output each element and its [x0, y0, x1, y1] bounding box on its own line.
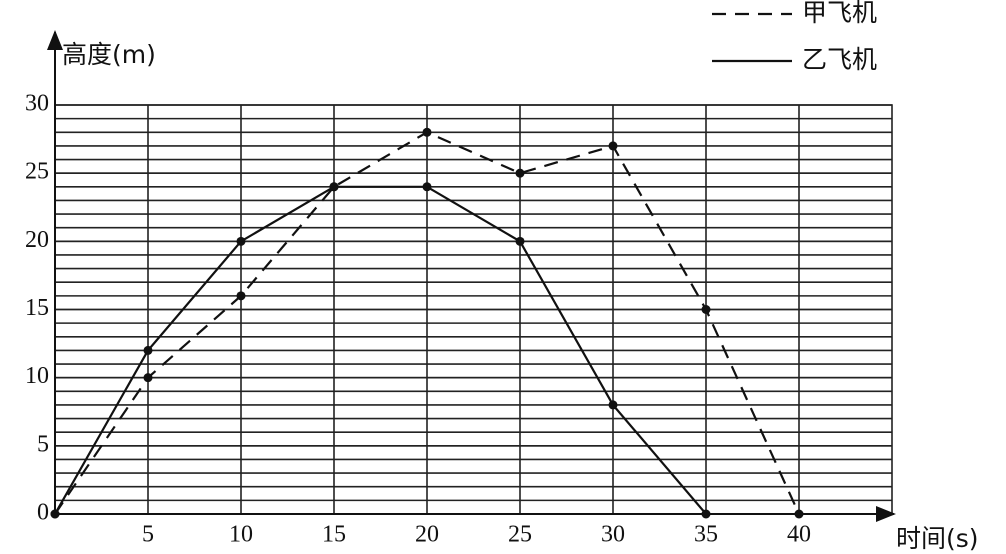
y-tick-label: 5 [37, 431, 49, 457]
y-tick-label: 0 [37, 500, 49, 526]
data-point [143, 345, 153, 355]
x-tick-label: 15 [322, 522, 346, 548]
y-axis-label: 高度(m) [62, 40, 156, 69]
grid [54, 104, 893, 515]
y-tick-label: 10 [25, 363, 49, 389]
y-tick-label: 25 [25, 159, 49, 185]
legend-label: 甲飞机 [802, 0, 877, 27]
x-tick-label: 25 [508, 522, 532, 548]
data-point [608, 141, 618, 151]
data-point [236, 291, 246, 301]
data-point [701, 305, 711, 314]
y-tick-label: 20 [25, 227, 49, 253]
data-point [515, 236, 525, 246]
y-tick-label: 15 [25, 295, 49, 321]
data-point [236, 236, 246, 246]
y-tick-label: 30 [25, 91, 49, 117]
plot [50, 127, 804, 519]
data-point [422, 127, 432, 137]
data-point [143, 373, 153, 383]
x-tick-label: 30 [601, 522, 625, 548]
data-point [608, 400, 618, 410]
x-tick-label: 35 [694, 522, 718, 548]
data-point [422, 182, 432, 192]
x-tick-label: 20 [415, 522, 439, 548]
series-line [54, 185, 707, 515]
x-tick-label: 10 [229, 522, 253, 548]
data-point [515, 168, 525, 178]
legend-label: 乙飞机 [802, 45, 877, 74]
x-tick-label: 5 [142, 522, 154, 548]
x-axis-label: 时间(s) [896, 524, 979, 553]
data-point [329, 182, 339, 192]
x-tick-label: 40 [787, 522, 811, 548]
